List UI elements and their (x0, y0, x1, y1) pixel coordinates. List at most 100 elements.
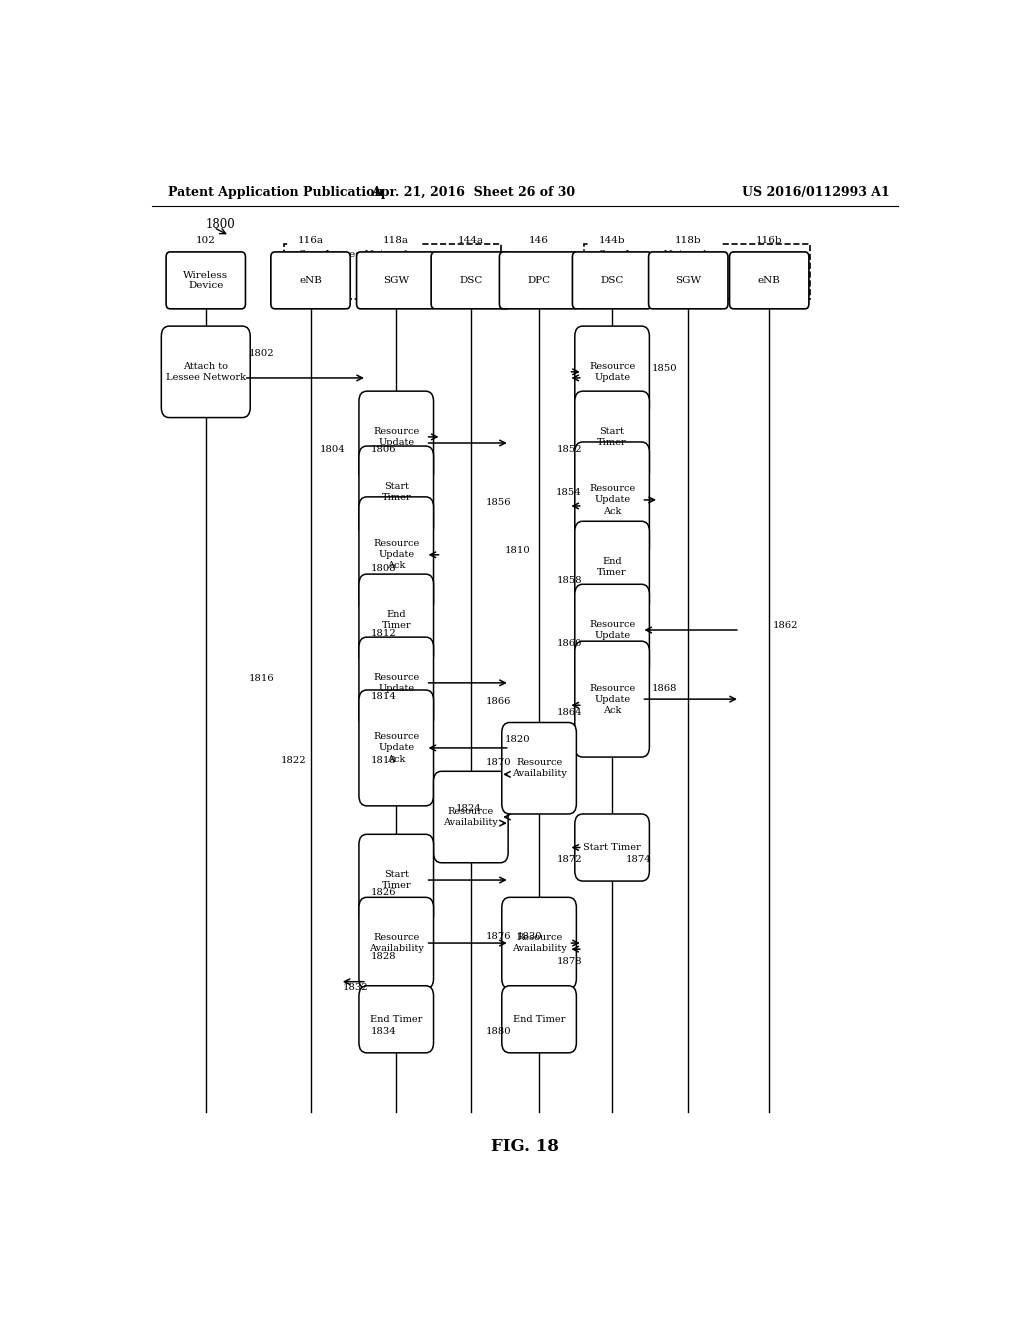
Text: 1816: 1816 (249, 675, 274, 684)
Text: 1856: 1856 (485, 499, 511, 507)
FancyBboxPatch shape (502, 986, 577, 1053)
Text: Patent Application Publication: Patent Application Publication (168, 186, 383, 199)
Text: 1810: 1810 (505, 546, 530, 556)
FancyBboxPatch shape (433, 771, 508, 863)
FancyBboxPatch shape (359, 638, 433, 729)
Text: Resource
Update
Ack: Resource Update Ack (589, 484, 635, 516)
Text: 1818: 1818 (371, 755, 396, 764)
Text: 1808: 1808 (371, 564, 396, 573)
Text: 1854: 1854 (556, 488, 582, 498)
Text: 1826: 1826 (371, 888, 396, 896)
Text: 1824: 1824 (456, 804, 481, 813)
Text: 144b: 144b (599, 236, 626, 244)
Text: Resource
Update
Ack: Resource Update Ack (589, 684, 635, 714)
Text: 1852: 1852 (556, 445, 582, 454)
Text: Seq. Lessee Network: Seq. Lessee Network (299, 249, 411, 259)
Text: Start
Timer: Start Timer (381, 482, 411, 502)
Text: Resource
Update: Resource Update (373, 673, 420, 693)
Text: eNB: eNB (758, 276, 780, 285)
Text: Seq. Lessor Network: Seq. Lessor Network (599, 249, 709, 259)
FancyBboxPatch shape (359, 898, 433, 989)
FancyBboxPatch shape (166, 252, 246, 309)
FancyBboxPatch shape (574, 642, 649, 758)
FancyBboxPatch shape (359, 574, 433, 665)
Text: 144a: 144a (458, 236, 483, 244)
FancyBboxPatch shape (574, 814, 649, 880)
Text: 1868: 1868 (652, 685, 677, 693)
FancyBboxPatch shape (574, 391, 649, 483)
Text: 1872: 1872 (556, 855, 582, 865)
FancyBboxPatch shape (502, 898, 577, 989)
Bar (285, 244, 501, 298)
Text: End
Timer: End Timer (381, 610, 411, 630)
Text: 1832: 1832 (343, 983, 369, 993)
Text: 1800: 1800 (206, 218, 236, 231)
FancyBboxPatch shape (502, 722, 577, 814)
FancyBboxPatch shape (729, 252, 809, 309)
Text: Attach to
Lessee Network: Attach to Lessee Network (166, 362, 246, 381)
Text: 1866: 1866 (486, 697, 511, 706)
FancyBboxPatch shape (648, 252, 728, 309)
Text: Resource
Availability: Resource Availability (443, 807, 499, 828)
Text: SGW: SGW (675, 276, 701, 285)
FancyBboxPatch shape (574, 326, 649, 417)
Text: End Timer: End Timer (513, 1015, 565, 1024)
FancyBboxPatch shape (574, 521, 649, 612)
Text: eNB: eNB (299, 276, 322, 285)
Text: Resource
Update: Resource Update (373, 426, 420, 447)
FancyBboxPatch shape (500, 252, 579, 309)
Text: End Timer: End Timer (370, 1015, 423, 1024)
Text: 1804: 1804 (321, 445, 346, 454)
Text: 118b: 118b (675, 236, 701, 244)
FancyBboxPatch shape (431, 252, 511, 309)
FancyBboxPatch shape (572, 252, 651, 309)
Text: 1870: 1870 (485, 758, 511, 767)
Text: 1876: 1876 (485, 932, 511, 941)
Text: End
Timer: End Timer (597, 557, 627, 577)
Text: Wireless
Device: Wireless Device (183, 271, 228, 290)
Text: 102: 102 (196, 236, 216, 244)
Text: DSC: DSC (459, 276, 482, 285)
FancyBboxPatch shape (574, 585, 649, 676)
Text: 1812: 1812 (371, 628, 396, 638)
Text: US 2016/0112993 A1: US 2016/0112993 A1 (742, 186, 890, 199)
Text: Start Timer: Start Timer (584, 843, 641, 851)
Text: 116b: 116b (756, 236, 782, 244)
Text: Resource
Availability: Resource Availability (512, 933, 566, 953)
Text: SGW: SGW (383, 276, 410, 285)
Text: 1860: 1860 (556, 639, 582, 648)
Text: Resource
Update: Resource Update (589, 362, 635, 381)
Text: DPC: DPC (527, 276, 551, 285)
Text: Start
Timer: Start Timer (597, 426, 627, 447)
Text: 116a: 116a (298, 236, 324, 244)
FancyBboxPatch shape (270, 252, 350, 309)
Text: 1880: 1880 (485, 1027, 511, 1036)
Text: 1858: 1858 (556, 576, 582, 585)
Text: Resource
Availability: Resource Availability (369, 933, 424, 953)
Bar (585, 244, 811, 298)
Text: 1806: 1806 (371, 445, 396, 454)
FancyBboxPatch shape (574, 442, 649, 558)
Text: DSC: DSC (600, 276, 624, 285)
FancyBboxPatch shape (359, 496, 433, 612)
Text: 1814: 1814 (371, 692, 396, 701)
Text: Start
Timer: Start Timer (381, 870, 411, 890)
Text: 1830: 1830 (517, 932, 543, 941)
Text: 1822: 1822 (281, 755, 306, 764)
FancyBboxPatch shape (359, 834, 433, 925)
FancyBboxPatch shape (359, 391, 433, 483)
FancyBboxPatch shape (359, 690, 433, 805)
Text: 1874: 1874 (626, 855, 652, 865)
FancyBboxPatch shape (356, 252, 436, 309)
Text: 146: 146 (529, 236, 549, 244)
Text: 1834: 1834 (371, 1027, 396, 1036)
FancyBboxPatch shape (359, 986, 433, 1053)
Text: 1850: 1850 (652, 364, 678, 374)
Text: 1862: 1862 (772, 622, 798, 631)
Text: Resource
Availability: Resource Availability (512, 758, 566, 779)
Text: Resource
Update
Ack: Resource Update Ack (373, 733, 420, 763)
FancyBboxPatch shape (359, 446, 433, 537)
Text: 1864: 1864 (556, 708, 582, 717)
Text: 118a: 118a (383, 236, 410, 244)
FancyBboxPatch shape (162, 326, 250, 417)
